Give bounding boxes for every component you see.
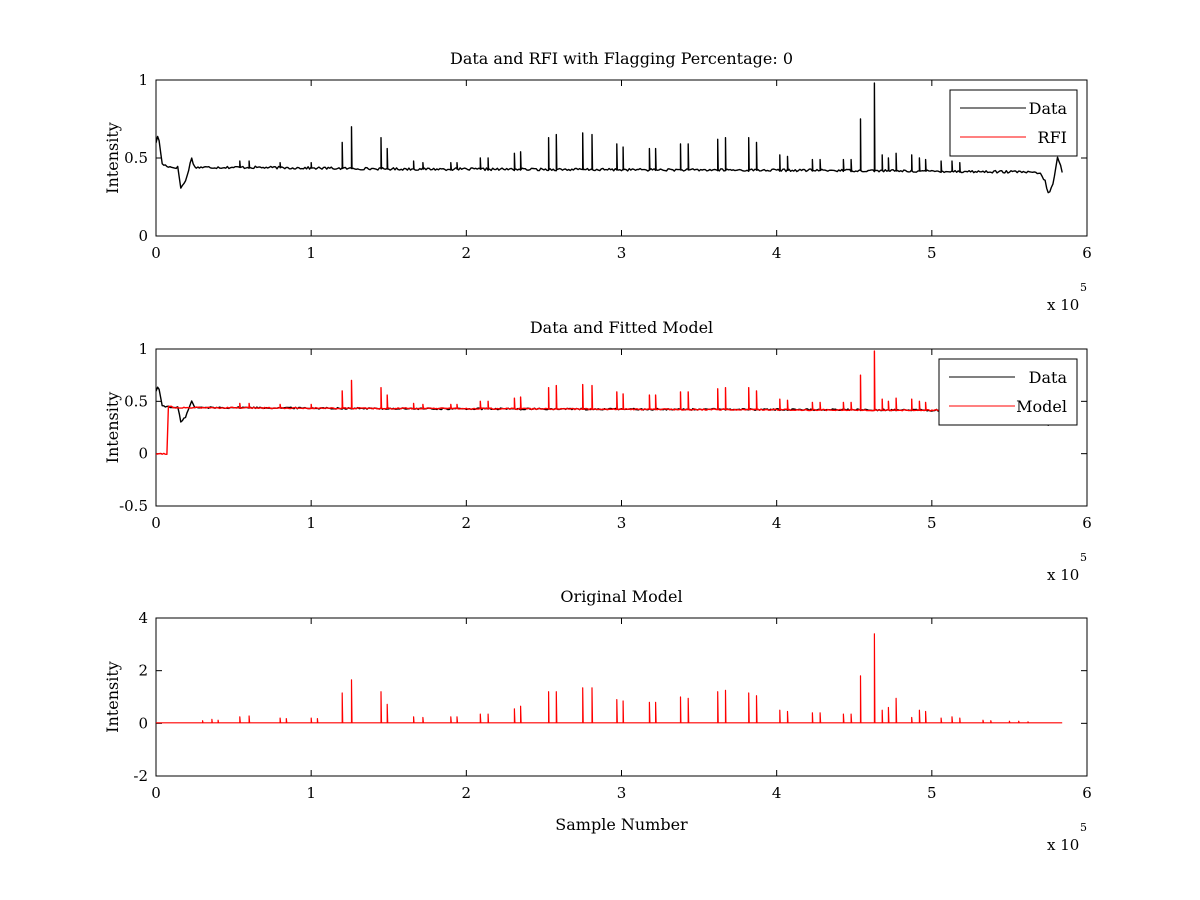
legend: Data Model xyxy=(938,358,1078,426)
x-tick-label: 3 xyxy=(617,514,627,532)
x-tick-label: 1 xyxy=(306,784,316,802)
y-tick-label: 1 xyxy=(138,71,148,89)
x-exponent: 5 xyxy=(1080,281,1087,294)
y-tick-label: 0 xyxy=(138,714,148,732)
legend-box xyxy=(949,89,1078,157)
y-tick-label: 0 xyxy=(138,227,148,245)
x-exponent-label: x 10 xyxy=(1047,296,1079,314)
legend-entry: Model xyxy=(1016,397,1067,416)
x-tick-label: 0 xyxy=(151,784,161,802)
y-tick-label: 0 xyxy=(138,445,148,463)
x-tick-label: 2 xyxy=(462,784,472,802)
x-tick-label: 2 xyxy=(462,244,472,262)
plot-area xyxy=(156,350,1063,455)
x-exponent-label: x 10 xyxy=(1047,836,1079,854)
y-tick-label: -0.5 xyxy=(119,497,148,515)
y-tick-label: 1 xyxy=(138,340,148,358)
y-tick-label: 2 xyxy=(138,662,148,680)
axes-box xyxy=(155,617,1088,777)
y-tick-label: -2 xyxy=(133,767,148,785)
y-tick-label: 0.5 xyxy=(124,392,148,410)
y-tick-label: 0.5 xyxy=(124,149,148,167)
y-axis-label: Intensity xyxy=(103,392,122,464)
x-tick-label: 5 xyxy=(927,244,937,262)
chart-title: Data and Fitted Model xyxy=(530,318,713,337)
x-axis-label: Sample Number xyxy=(555,815,688,834)
x-tick-label: 0 xyxy=(151,244,161,262)
x-tick-label: 6 xyxy=(1082,244,1092,262)
y-tick-label: 4 xyxy=(138,609,148,627)
axes-box xyxy=(155,79,1088,237)
series-line-model xyxy=(156,633,1063,724)
chart-title: Original Model xyxy=(560,587,682,606)
x-tick-label: 4 xyxy=(772,784,782,802)
chart-title: Data and RFI with Flagging Percentage: 0 xyxy=(450,49,793,68)
x-tick-label: 5 xyxy=(927,784,937,802)
x-tick-label: 1 xyxy=(306,514,316,532)
legend-box xyxy=(938,358,1078,426)
x-tick-label: 0 xyxy=(151,514,161,532)
x-tick-label: 1 xyxy=(306,244,316,262)
x-exponent-label: x 10 xyxy=(1047,566,1079,584)
legend-entry: Data xyxy=(1029,99,1068,118)
plot-area xyxy=(156,633,1063,724)
x-exponent: 5 xyxy=(1080,821,1087,834)
series-line-model xyxy=(156,350,1063,455)
y-axis-label: Intensity xyxy=(103,661,122,733)
x-tick-label: 5 xyxy=(927,514,937,532)
x-tick-label: 3 xyxy=(617,784,627,802)
plot-area xyxy=(156,82,1063,194)
x-tick-label: 6 xyxy=(1082,784,1092,802)
x-tick-label: 4 xyxy=(772,514,782,532)
legend-entry: Data xyxy=(1029,368,1068,387)
x-exponent: 5 xyxy=(1080,551,1087,564)
y-axis-label: Intensity xyxy=(103,122,122,194)
legend: Data RFI xyxy=(949,89,1078,157)
series-line-data xyxy=(156,82,1063,194)
x-tick-label: 6 xyxy=(1082,514,1092,532)
x-tick-label: 3 xyxy=(617,244,627,262)
x-tick-label: 2 xyxy=(462,514,472,532)
legend-entry: RFI xyxy=(1038,128,1067,147)
x-tick-label: 4 xyxy=(772,244,782,262)
